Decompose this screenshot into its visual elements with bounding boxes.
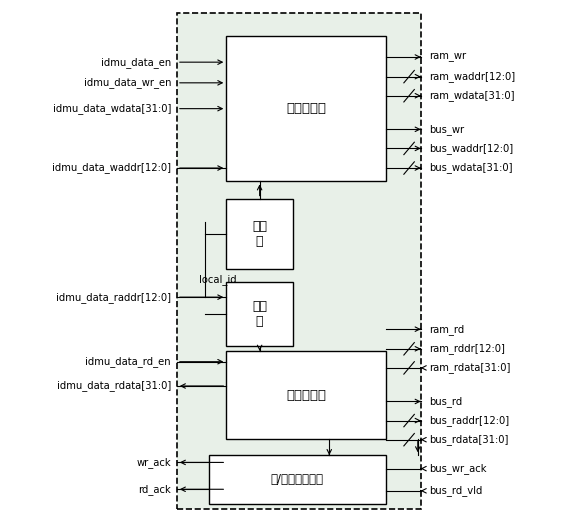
- Text: bus_raddr[12:0]: bus_raddr[12:0]: [430, 415, 510, 426]
- Bar: [177, 13, 421, 509]
- Text: 读分配操作: 读分配操作: [286, 389, 326, 402]
- Text: ram_wdata[31:0]: ram_wdata[31:0]: [430, 90, 515, 101]
- Text: ram_rdata[31:0]: ram_rdata[31:0]: [430, 362, 511, 373]
- Text: bus_waddr[12:0]: bus_waddr[12:0]: [430, 143, 513, 154]
- Text: idmu_data_wr_en: idmu_data_wr_en: [84, 77, 171, 88]
- Text: bus_rdata[31:0]: bus_rdata[31:0]: [430, 434, 509, 445]
- Bar: [226, 199, 293, 269]
- Text: bus_rd_vld: bus_rd_vld: [430, 485, 483, 496]
- Text: ram_rd: ram_rd: [430, 324, 465, 335]
- Text: ram_rddr[12:0]: ram_rddr[12:0]: [430, 343, 505, 354]
- Text: ram_waddr[12:0]: ram_waddr[12:0]: [430, 71, 516, 82]
- Text: bus_wr: bus_wr: [430, 124, 465, 135]
- Text: 读/写反馈产生器: 读/写反馈产生器: [271, 473, 324, 485]
- Text: 比较
器: 比较 器: [252, 300, 267, 328]
- Text: rd_ack: rd_ack: [138, 484, 171, 495]
- Bar: [226, 282, 293, 346]
- Text: ram_wr: ram_wr: [430, 52, 466, 62]
- Text: idmu_data_rd_en: idmu_data_rd_en: [86, 356, 171, 367]
- Text: 比较
器: 比较 器: [252, 220, 267, 248]
- Text: wr_ack: wr_ack: [137, 457, 171, 468]
- Text: bus_rd: bus_rd: [430, 396, 463, 407]
- Text: 写分配操作: 写分配操作: [286, 102, 326, 115]
- Text: idmu_data_raddr[12:0]: idmu_data_raddr[12:0]: [56, 292, 171, 303]
- Text: bus_wdata[31:0]: bus_wdata[31:0]: [430, 162, 513, 173]
- Bar: [226, 351, 386, 439]
- Text: idmu_data_wdata[31:0]: idmu_data_wdata[31:0]: [53, 103, 171, 114]
- Bar: [209, 455, 386, 504]
- Text: bus_wr_ack: bus_wr_ack: [430, 463, 487, 474]
- Text: idmu_data_en: idmu_data_en: [101, 57, 171, 68]
- Bar: [226, 37, 386, 181]
- Text: local_id: local_id: [199, 274, 237, 284]
- Text: idmu_data_waddr[12:0]: idmu_data_waddr[12:0]: [52, 162, 171, 173]
- Text: idmu_data_rdata[31:0]: idmu_data_rdata[31:0]: [57, 381, 171, 392]
